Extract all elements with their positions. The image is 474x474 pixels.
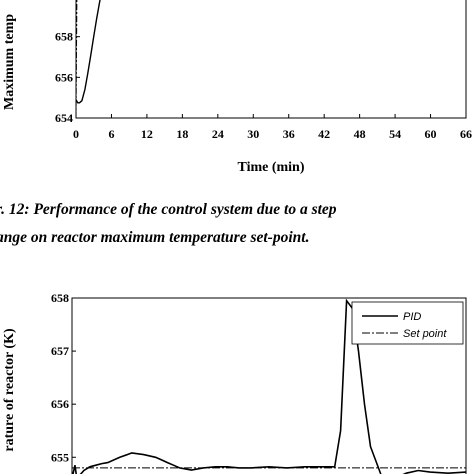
x-tick-label: 66 xyxy=(460,127,472,141)
x-tick-label: 48 xyxy=(354,127,366,141)
chart-top: 654 656 658 0 6 12 18 24 30 36 42 48 54 60 66 Maximum… xyxy=(2,0,472,175)
x-tick-label: 24 xyxy=(212,127,224,141)
x-tick-label: 30 xyxy=(247,127,259,141)
legend-label-pid: PID xyxy=(403,311,421,323)
series-line-top-0 xyxy=(75,0,101,104)
x-tick-label: 36 xyxy=(283,127,295,141)
series-line-pid xyxy=(72,298,467,474)
plot-frame-top xyxy=(75,0,467,119)
plot-frame-bottom xyxy=(71,297,467,474)
legend-label-setpoint: Set point xyxy=(403,328,447,340)
y-tick-label: 657 xyxy=(51,344,69,358)
series-line-top-1 xyxy=(75,0,78,119)
x-axis-label-top: Time (min) xyxy=(237,160,304,175)
legend: PID Set point xyxy=(351,301,464,345)
y-axis-label-bottom: rature of reactor (K) xyxy=(2,328,17,452)
x-tick-label: 54 xyxy=(389,127,401,141)
x-tick-label: 42 xyxy=(318,127,330,141)
x-tick-label: 60 xyxy=(425,127,437,141)
x-tick-label: 0 xyxy=(73,127,79,141)
y-tick-label: 656 xyxy=(55,70,73,84)
x-tick-label: 18 xyxy=(176,127,188,141)
caption-line-1: r. 12: Performance of the control system… xyxy=(0,201,337,218)
y-axis-label-top: Maximum temp xyxy=(2,14,17,110)
legend-box xyxy=(351,301,464,345)
caption-line-2: ange on reactor maximum temperature set-… xyxy=(0,229,309,246)
y-tick-label: 658 xyxy=(51,291,69,305)
x-tick-label: 12 xyxy=(141,127,153,141)
x-tick-label: 6 xyxy=(108,127,114,141)
y-tick-label: 656 xyxy=(51,397,69,411)
y-tick-label: 654 xyxy=(55,111,73,125)
chart-bottom: 655 656 657 658 rature of reactor (K) PID S… xyxy=(2,291,467,474)
y-tick-label: 658 xyxy=(55,30,73,44)
y-tick-label: 655 xyxy=(51,450,69,464)
